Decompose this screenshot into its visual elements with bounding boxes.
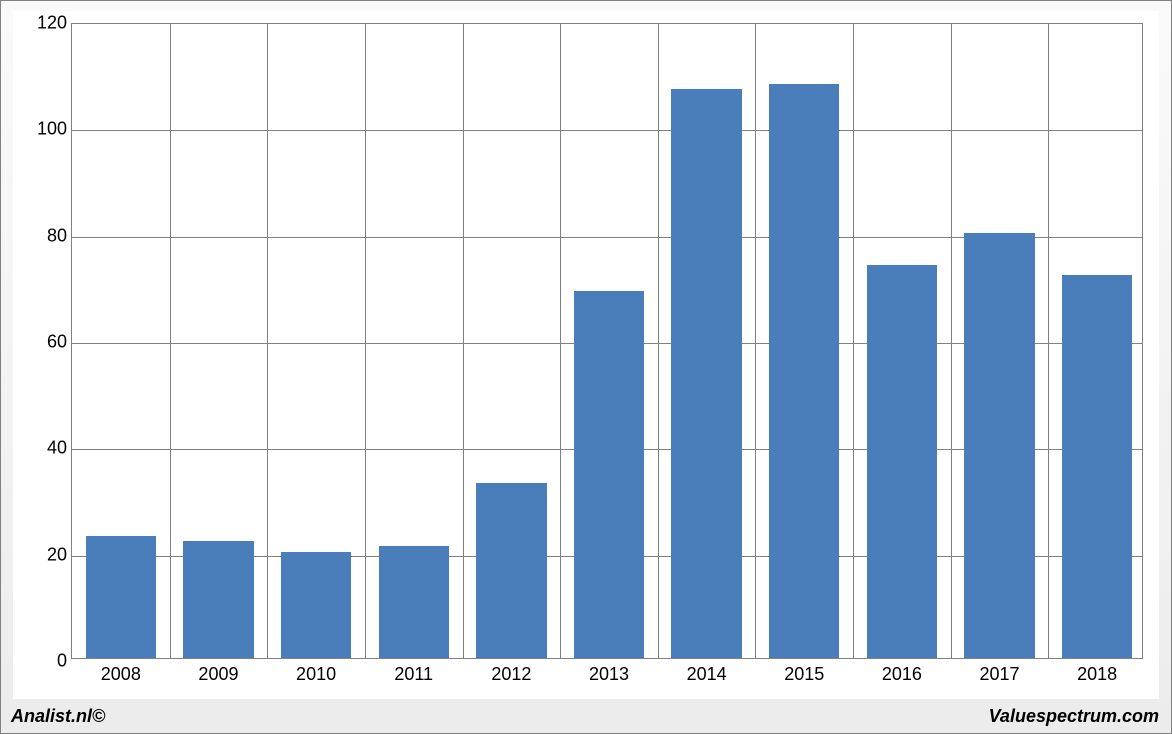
x-tick-label: 2009 (198, 664, 238, 685)
gridline-v (267, 24, 268, 658)
footer-right-credit: Valuespectrum.com (989, 706, 1159, 727)
bar (183, 541, 253, 658)
x-tick-label: 2008 (101, 664, 141, 685)
plot-area: 2008200920102011201220132014201520162017… (71, 23, 1143, 659)
bar (281, 552, 351, 658)
bar (867, 265, 937, 658)
y-tick-label: 120 (19, 13, 67, 34)
x-tick-label: 2018 (1077, 664, 1117, 685)
plot-wrap: 2008 2009 2010 2011 2012 2013 2014 2015 2016 2017… (13, 11, 1159, 699)
gridline-v (658, 24, 659, 658)
gridline-v (170, 24, 171, 658)
chart-frame: 2008 2009 2010 2011 2012 2013 2014 2015 2016 2017… (0, 0, 1172, 734)
bar (671, 89, 741, 658)
x-tick-label: 2011 (394, 664, 433, 685)
bar (379, 546, 449, 658)
gridline-v (755, 24, 756, 658)
x-tick-label: 2017 (980, 664, 1020, 685)
bar (574, 291, 644, 658)
x-tick-label: 2010 (296, 664, 336, 685)
y-tick-label: 40 (19, 438, 67, 459)
gridline-v (1048, 24, 1049, 658)
x-tick-label: 2014 (687, 664, 727, 685)
x-tick-label: 2013 (589, 664, 629, 685)
gridline-v (560, 24, 561, 658)
bar (476, 483, 546, 658)
y-tick-label: 80 (19, 225, 67, 246)
bar (769, 84, 839, 658)
y-tick-label: 100 (19, 119, 67, 140)
gridline-v (463, 24, 464, 658)
gridline-v (853, 24, 854, 658)
x-tick-label: 2015 (784, 664, 824, 685)
bar (964, 233, 1034, 658)
x-tick-label: 2012 (491, 664, 531, 685)
x-tick-label: 2016 (882, 664, 922, 685)
gridline-h (72, 130, 1142, 131)
y-tick-label: 0 (19, 651, 67, 672)
bar (86, 536, 156, 658)
gridline-v (951, 24, 952, 658)
footer-left-credit: Analist.nl© (11, 706, 105, 727)
y-tick-label: 20 (19, 544, 67, 565)
gridline-v (365, 24, 366, 658)
bar (1062, 275, 1132, 658)
y-tick-label: 60 (19, 332, 67, 353)
